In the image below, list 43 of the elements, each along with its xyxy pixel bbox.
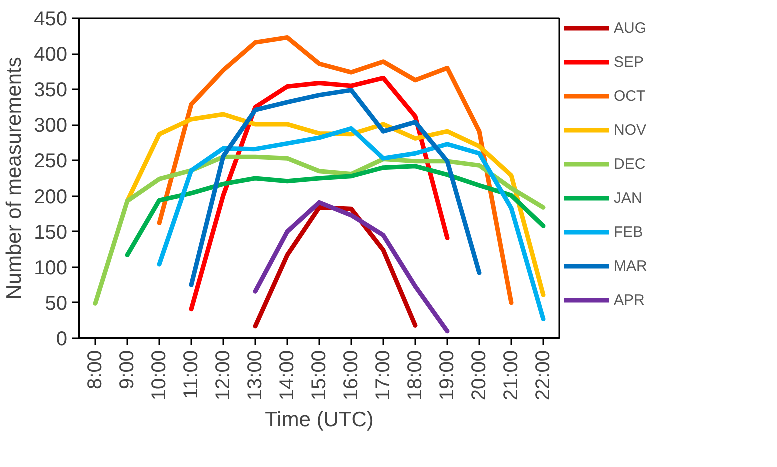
line-series (253, 200, 450, 334)
x-tick-label: 17:00 (372, 350, 394, 401)
legend-label: AUG (614, 20, 647, 36)
x-tick-label: 11:00 (180, 350, 202, 400)
x-tick-label: 12:00 (212, 350, 234, 401)
line-series (157, 126, 546, 322)
y-tick-label: 150 (34, 222, 68, 244)
x-tick-label: 21:00 (500, 350, 522, 401)
legend-label: MAR (614, 258, 648, 274)
x-tick-label: 18:00 (404, 350, 426, 401)
y-tick-label: 450 (34, 8, 68, 30)
legend-label: SEP (614, 54, 644, 70)
x-axis-title: Time (UTC) (265, 408, 374, 432)
line-series (157, 35, 514, 306)
x-tick-label: 14:00 (276, 350, 298, 401)
x-tick-label: 20:00 (468, 350, 490, 401)
legend-label: OCT (614, 88, 646, 104)
y-axis-title: Number of measurements (3, 57, 26, 300)
y-tick-label: 350 (34, 80, 68, 102)
y-tick-label: 200 (34, 186, 68, 208)
line-series (93, 154, 546, 306)
line-series (189, 88, 482, 288)
y-tick-label: 100 (34, 257, 68, 280)
line-series (125, 164, 546, 258)
x-tick-label: 10:00 (148, 350, 170, 401)
y-tick-label: 50 (45, 292, 68, 315)
y-tick-label: 0 (56, 328, 68, 350)
x-tick-label: 8:00 (84, 350, 106, 390)
x-tick-label: 15:00 (308, 350, 330, 401)
legend-label: DEC (614, 156, 646, 172)
y-tick-label: 300 (34, 115, 68, 138)
x-tick-label: 13:00 (244, 350, 266, 401)
legend-label: FEB (614, 224, 644, 240)
legend-label: NOV (614, 122, 647, 138)
x-tick-label: 9:00 (116, 350, 138, 390)
y-tick-label: 400 (34, 44, 68, 66)
legend-label: JAN (614, 190, 642, 206)
line-series (253, 205, 418, 329)
x-tick-label: 19:00 (436, 350, 458, 401)
y-tick-label: 250 (34, 150, 68, 173)
x-tick-label: 16:00 (340, 350, 362, 401)
x-tick-label: 22:00 (532, 350, 554, 401)
legend-label: APR (614, 292, 645, 308)
